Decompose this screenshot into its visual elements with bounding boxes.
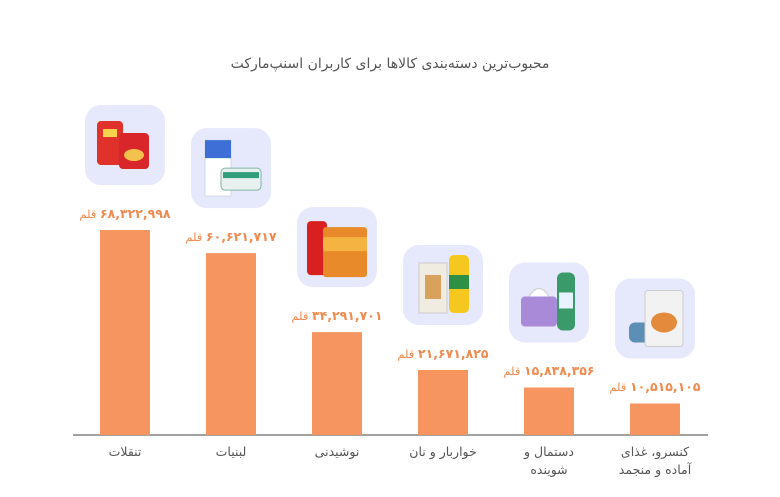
category-label: تنقلات: [108, 444, 142, 459]
data-label-value: ۳۴,۲۹۱,۷۰۱: [312, 308, 383, 324]
snacks-chips-icon: [85, 105, 165, 186]
category-label: کنسرو، غذای آماده و منجمد: [618, 444, 692, 477]
bar: [418, 369, 468, 435]
data-label-unit: قلم: [291, 309, 313, 324]
data-label: ۱۰,۵۱۵,۱۰۵ قلم: [590, 379, 720, 394]
bar: [524, 387, 574, 435]
category-label: خواربار و نان: [409, 444, 477, 459]
bar: [100, 230, 150, 435]
data-label-value: ۲۱,۶۷۱,۸۲۵: [418, 345, 489, 361]
canned-frozen-food-icon: [615, 278, 695, 359]
chart-title: محبوب‌ترین دسته‌بندی کالاها برای کاربران…: [230, 56, 550, 72]
data-label-value: ۶۸,۳۲۲,۹۹۸: [100, 206, 171, 222]
tissue-detergent-icon: [509, 262, 589, 343]
data-label: ۲۱,۶۷۱,۸۲۵ قلم: [378, 346, 508, 361]
category-label: نوشیدنی: [314, 444, 360, 459]
data-label-unit: قلم: [609, 380, 631, 395]
data-label: ۶۰,۶۲۱,۷۱۷ قلم: [166, 229, 296, 244]
bar: [630, 403, 680, 435]
data-label-unit: قلم: [185, 230, 207, 245]
dairy-milk-icon: [191, 128, 271, 209]
bar: [312, 332, 362, 435]
bar: [206, 253, 256, 435]
groceries-pasta-oil-icon: [403, 244, 483, 325]
data-label-unit: قلم: [503, 364, 525, 379]
category-label: دستمال و شوینده: [524, 444, 574, 477]
data-label-value: ۱۵,۸۳۸,۳۵۶: [524, 363, 595, 379]
data-label: ۶۸,۳۲۲,۹۹۸ قلم: [60, 206, 190, 221]
drinks-can-icon: [297, 207, 377, 288]
data-label-unit: قلم: [79, 207, 101, 222]
data-label-unit: قلم: [397, 346, 419, 361]
data-label: ۳۴,۲۹۱,۷۰۱ قلم: [272, 308, 402, 323]
data-label: ۱۵,۸۳۸,۳۵۶ قلم: [484, 363, 614, 378]
data-label-value: ۶۰,۶۲۱,۷۱۷: [206, 229, 277, 245]
data-label-value: ۱۰,۵۱۵,۱۰۵: [630, 379, 701, 395]
category-label: لبنیات: [215, 444, 247, 459]
